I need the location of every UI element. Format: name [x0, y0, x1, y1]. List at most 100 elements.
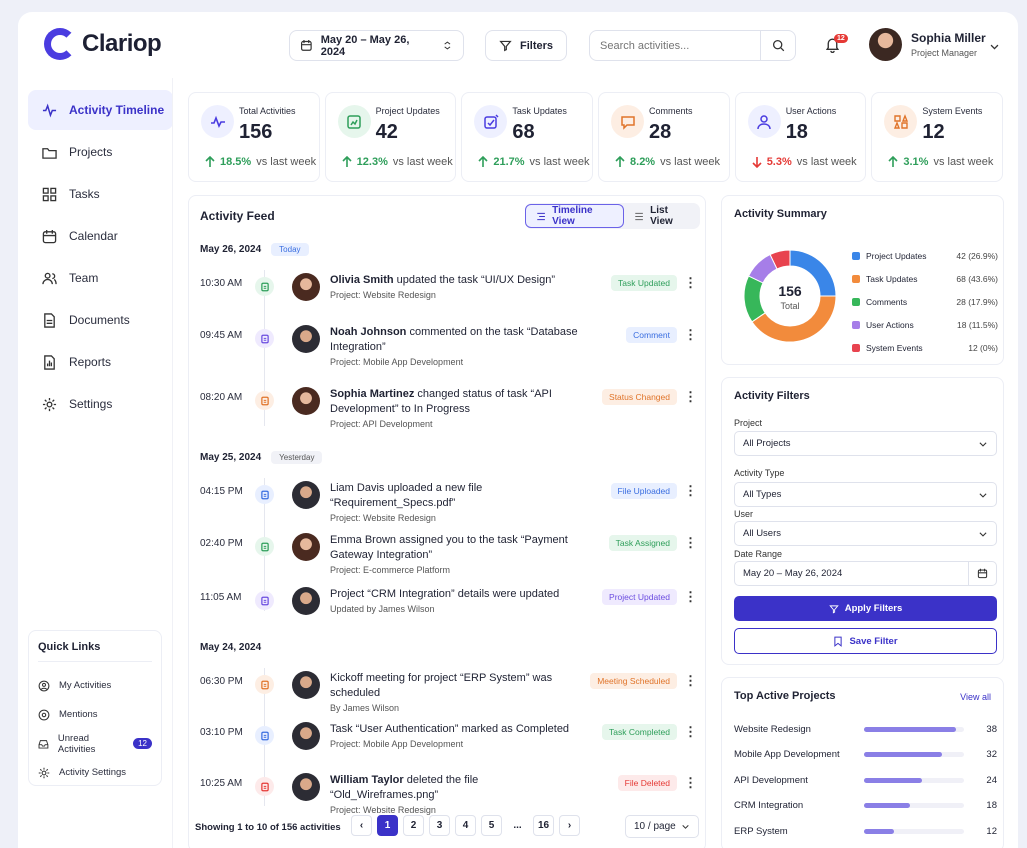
search-input[interactable]: [590, 39, 760, 52]
sidebar-item-documents[interactable]: Documents: [28, 300, 173, 340]
activity-project: Project: Website Redesign: [330, 513, 436, 523]
more-options-icon[interactable]: ⋮: [684, 673, 697, 688]
activity-text: William Taylor deleted the file “Old_Wir…: [330, 773, 580, 817]
page-button[interactable]: 4: [455, 815, 476, 836]
activity-item[interactable]: 11:05 AM Project “CRM Integration” detail…: [189, 584, 707, 640]
apply-filters-button[interactable]: Apply Filters: [734, 596, 997, 621]
stat-card-total-activities[interactable]: Total Activities 156 18.5% vs last week: [188, 92, 320, 182]
quick-link-mentions[interactable]: Mentions: [38, 700, 152, 729]
chevron-down-icon[interactable]: [989, 41, 1000, 52]
user-menu[interactable]: Sophia Miller Project Manager: [869, 28, 986, 61]
sidebar-item-calendar[interactable]: Calendar: [28, 216, 173, 256]
date-range-picker[interactable]: May 20 – May 26, 2024: [289, 30, 464, 61]
timeline-view-button[interactable]: Timeline View: [525, 204, 625, 228]
activity-item[interactable]: 04:15 PM Liam Davis uploaded a new file “…: [189, 478, 707, 534]
project-activity-bar-fill: [864, 777, 922, 783]
page-button[interactable]: 16: [533, 815, 554, 836]
project-select[interactable]: All Projects: [734, 431, 997, 456]
donut-slice-comments[interactable]: [743, 275, 766, 323]
stat-label: Project Updates: [375, 106, 440, 116]
calendar-icon: [300, 39, 312, 51]
stat-value: 18: [785, 121, 808, 143]
legend-swatch: [852, 297, 860, 306]
more-options-icon[interactable]: ⋮: [684, 327, 697, 342]
timeline-icon: [537, 212, 545, 220]
user-select[interactable]: All Users: [734, 521, 997, 546]
page-button[interactable]: 2: [403, 815, 424, 836]
quick-link-activity-settings[interactable]: Activity Settings: [38, 758, 152, 787]
date-picker-button[interactable]: [968, 562, 996, 585]
sidebar-divider: [172, 78, 173, 848]
page-button[interactable]: 3: [429, 815, 450, 836]
activity-item[interactable]: 10:25 AM William Taylor deleted the file …: [189, 770, 707, 826]
stat-icon: [474, 105, 508, 138]
stat-card-user-actions[interactable]: User Actions 18 5.3% vs last week: [734, 92, 867, 182]
date-range-input[interactable]: May 20 – May 26, 2024: [734, 561, 997, 586]
quick-link-my-activities[interactable]: My Activities: [38, 671, 152, 700]
activity-item[interactable]: 02:40 PM Emma Brown assigned you to the t…: [189, 530, 707, 586]
more-options-icon[interactable]: ⋮: [684, 483, 697, 498]
page-button[interactable]: 1: [377, 815, 398, 836]
more-options-icon[interactable]: ⋮: [684, 535, 697, 550]
top-project-row[interactable]: ERP System 12: [734, 822, 997, 840]
activity-item[interactable]: 10:30 AM Olivia Smith updated the task “U…: [189, 270, 707, 326]
day-date: May 26, 2024: [200, 244, 262, 255]
donut-slice-project-updates[interactable]: [789, 249, 837, 297]
activity-type-select[interactable]: All Types: [734, 482, 997, 507]
more-options-icon[interactable]: ⋮: [684, 275, 697, 290]
sidebar-item-tasks[interactable]: Tasks: [28, 174, 173, 214]
filters-button[interactable]: Filters: [485, 30, 567, 61]
more-options-icon[interactable]: ⋮: [684, 724, 697, 739]
search-button[interactable]: [760, 31, 795, 60]
total-activities-icon: [210, 115, 225, 128]
sidebar-item-reports[interactable]: Reports: [28, 342, 173, 382]
next-page-button[interactable]: ›: [559, 815, 580, 836]
donut-slice-task-updates[interactable]: [751, 295, 837, 343]
donut-slice-user-actions[interactable]: [747, 253, 778, 284]
top-project-row[interactable]: CRM Integration 18: [734, 797, 997, 815]
more-options-icon[interactable]: ⋮: [684, 775, 697, 790]
list-view-button[interactable]: List View: [624, 204, 700, 228]
project-activity-bar: [864, 803, 964, 808]
notifications-button[interactable]: 12: [824, 34, 848, 56]
view-all-link[interactable]: View all: [960, 692, 991, 702]
sidebar-item-label: Calendar: [69, 229, 118, 243]
more-options-icon[interactable]: ⋮: [684, 389, 697, 404]
activity-item[interactable]: 03:10 PM Task “User Authentication” marke…: [189, 719, 707, 775]
top-project-row[interactable]: Website Redesign 38: [734, 720, 997, 738]
sidebar-item-settings[interactable]: Settings: [28, 384, 173, 424]
prev-page-button[interactable]: ‹: [351, 815, 372, 836]
top-project-row[interactable]: API Development 24: [734, 771, 997, 789]
list-icon: [635, 212, 643, 220]
sidebar-item-activity-timeline[interactable]: Activity Timeline: [28, 90, 173, 130]
activity-item[interactable]: 09:45 AM Noah Johnson commented on the ta…: [189, 322, 707, 378]
page-button[interactable]: 5: [481, 815, 502, 836]
stat-card-project-updates[interactable]: Project Updates 42 12.3% vs last week: [324, 92, 457, 182]
activity-item[interactable]: 08:20 AM Sophia Martinez changed status o…: [189, 384, 707, 440]
comments-icon: [620, 115, 635, 130]
activity-glyph-icon: [260, 396, 269, 405]
sidebar-item-projects[interactable]: Projects: [28, 132, 173, 172]
more-options-icon[interactable]: ⋮: [684, 589, 697, 604]
sidebar-item-team[interactable]: Team: [28, 258, 173, 298]
legend-swatch: [852, 343, 860, 352]
activity-badge: Task Updated: [611, 275, 677, 291]
logo[interactable]: Clariop: [44, 28, 162, 60]
quick-link-unread-activities[interactable]: Unread Activities 12: [38, 729, 152, 758]
save-filter-button[interactable]: Save Filter: [734, 628, 997, 654]
activity-description: Project “CRM Integration” details were u…: [330, 588, 560, 600]
stat-trend: 12.3% vs last week: [342, 156, 453, 168]
avatar: [292, 587, 320, 615]
brand-name: Clariop: [82, 30, 162, 57]
avatar: [292, 387, 320, 415]
project-activity-bar: [864, 828, 964, 834]
top-project-row[interactable]: Mobile App Development 32: [734, 746, 997, 764]
activity-item[interactable]: 06:30 PM Kickoff meeting for project “ERP…: [189, 668, 707, 724]
per-page-select[interactable]: 10 / page: [625, 815, 699, 838]
stat-card-system-events[interactable]: System Events 12 3.1% vs last week: [871, 92, 1004, 182]
stat-card-task-updates[interactable]: Task Updates 68 21.7% vs last week: [461, 92, 594, 182]
activity-badge: Comment: [626, 327, 677, 343]
legend-item: Comments 28 (17.9%): [852, 290, 998, 313]
stat-card-comments[interactable]: Comments 28 8.2% vs last week: [598, 92, 730, 182]
summary-title: Activity Summary: [734, 208, 827, 220]
